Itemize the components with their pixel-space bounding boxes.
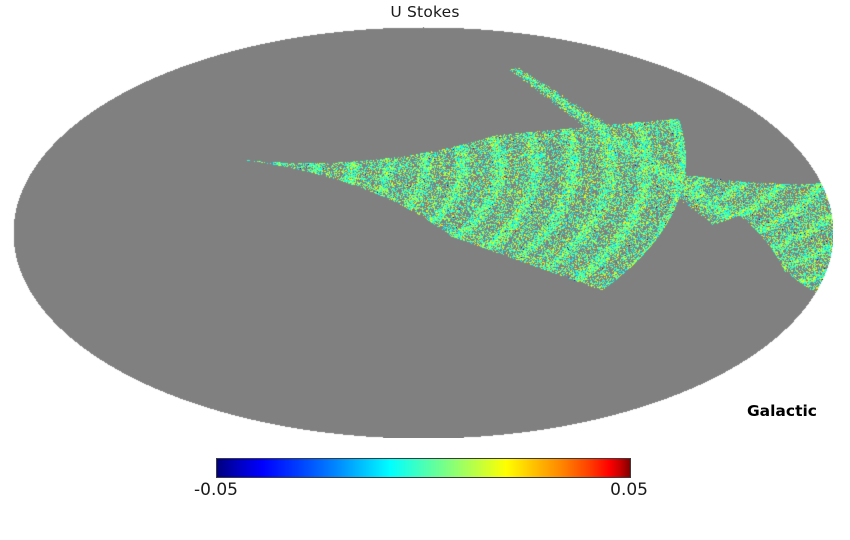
colorbar-min-label: -0.05 [194,480,238,500]
colorbar: -0.05 0.05 [194,458,648,504]
coordinate-system-label: Galactic [746,402,817,420]
page-title: U Stokes [390,3,460,21]
colorbar-gradient [216,458,631,478]
sky-projection [13,27,833,438]
mollweide-map-canvas [13,27,833,438]
colorbar-max-label: 0.05 [610,480,648,500]
